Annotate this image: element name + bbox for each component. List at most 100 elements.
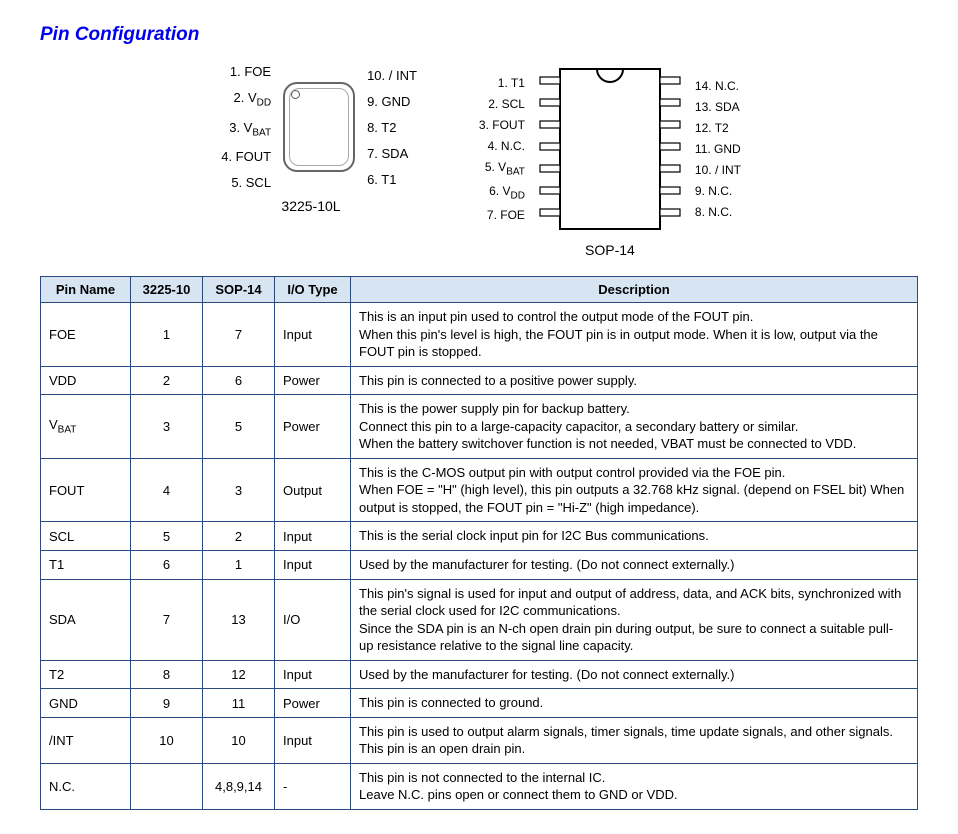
table-cell: 11 [203, 689, 275, 718]
pin-label: 1. T1 [467, 76, 525, 90]
table-cell: Input [275, 717, 351, 763]
pin-label: 6. VDD [467, 184, 525, 201]
table-cell: 4,8,9,14 [203, 763, 275, 809]
table-row: FOE17InputThis is an input pin used to c… [41, 303, 918, 367]
table-cell: N.C. [41, 763, 131, 809]
table-cell: /INT [41, 717, 131, 763]
table-header-cell: SOP-14 [203, 277, 275, 303]
table-cell: This is the serial clock input pin for I… [351, 522, 918, 551]
diagram-3225-right-pins: 10. / INT9. GND8. T27. SDA6. T1 [367, 68, 417, 187]
pin-label: 7. SDA [367, 146, 417, 161]
pin-label: 10. / INT [695, 163, 753, 177]
diagram-sop14-left-pins: 1. T1 2. SCL 3. FOUT 4. N.C. 5. VBAT 6. VDD 7.… [467, 76, 525, 223]
table-cell: 5 [131, 522, 203, 551]
table-cell: Power [275, 366, 351, 395]
table-cell: FOE [41, 303, 131, 367]
diagram-sop14-right-pins: 14. N.C. 13. SDA 12. T2 11. GND 10. / INT 9. … [695, 79, 753, 219]
table-cell: Input [275, 303, 351, 367]
table-cell: 2 [131, 366, 203, 395]
table-cell: SCL [41, 522, 131, 551]
table-cell: 7 [203, 303, 275, 367]
pin-label: 2. VDD [205, 90, 271, 109]
table-cell: Used by the manufacturer for testing. (D… [351, 551, 918, 580]
table-cell: 8 [131, 660, 203, 689]
pin-label: 4. N.C. [467, 139, 525, 153]
pin-label: 8. T2 [367, 120, 417, 135]
table-row: N.C.4,8,9,14-This pin is not connected t… [41, 763, 918, 809]
table-cell: 6 [131, 551, 203, 580]
table-cell: VDD [41, 366, 131, 395]
table-cell: 2 [203, 522, 275, 551]
pin-label: 3. FOUT [467, 118, 525, 132]
pin-label: 9. N.C. [695, 184, 753, 198]
pin-label: 10. / INT [367, 68, 417, 83]
table-cell: Power [275, 689, 351, 718]
table-cell: This pin is connected to a positive powe… [351, 366, 918, 395]
table-cell: SDA [41, 579, 131, 660]
table-cell: This pin is used to output alarm signals… [351, 717, 918, 763]
table-row: VBAT35PowerThis is the power supply pin … [41, 395, 918, 459]
table-cell: - [275, 763, 351, 809]
table-header-cell: 3225-10 [131, 277, 203, 303]
table-header-cell: Pin Name [41, 277, 131, 303]
diagram-sop14: 1. T1 2. SCL 3. FOUT 4. N.C. 5. VBAT 6. VDD 7.… [467, 64, 753, 258]
chip-sop14-icon [525, 64, 695, 234]
table-cell: Input [275, 660, 351, 689]
table-row: SCL52InputThis is the serial clock input… [41, 522, 918, 551]
table-cell: 10 [203, 717, 275, 763]
pin-label: 13. SDA [695, 100, 753, 114]
diagram-3225-left-pins: 1. FOE2. VDD3. VBAT4. FOUT5. SCL [205, 64, 271, 190]
table-header-cell: I/O Type [275, 277, 351, 303]
table-row: GND911PowerThis pin is connected to grou… [41, 689, 918, 718]
pin-label: 14. N.C. [695, 79, 753, 93]
table-cell: I/O [275, 579, 351, 660]
table-cell: 13 [203, 579, 275, 660]
pin-label: 6. T1 [367, 172, 417, 187]
table-row: SDA713I/OThis pin's signal is used for i… [41, 579, 918, 660]
table-cell: Input [275, 551, 351, 580]
table-cell: 4 [131, 458, 203, 522]
table-cell: 9 [131, 689, 203, 718]
table-cell: This is the C-MOS output pin with output… [351, 458, 918, 522]
table-cell: 1 [203, 551, 275, 580]
table-cell: 10 [131, 717, 203, 763]
table-cell: VBAT [41, 395, 131, 459]
pin-label: 8. N.C. [695, 205, 753, 219]
diagram-sop14-caption: SOP-14 [585, 242, 635, 258]
table-cell: GND [41, 689, 131, 718]
diagram-3225-caption: 3225-10L [281, 198, 340, 214]
chip-3225-icon [283, 82, 355, 172]
table-cell: This pin's signal is used for input and … [351, 579, 918, 660]
table-cell: T2 [41, 660, 131, 689]
diagram-3225: 1. FOE2. VDD3. VBAT4. FOUT5. SCL 10. / I… [205, 64, 417, 258]
pin-label: 12. T2 [695, 121, 753, 135]
table-cell: FOUT [41, 458, 131, 522]
table-row: FOUT43OutputThis is the C-MOS output pin… [41, 458, 918, 522]
table-cell: 6 [203, 366, 275, 395]
table-row: T2812InputUsed by the manufacturer for t… [41, 660, 918, 689]
pin-label: 5. VBAT [467, 160, 525, 177]
table-cell: Power [275, 395, 351, 459]
table-cell: This is the power supply pin for backup … [351, 395, 918, 459]
pin-label: 5. SCL [205, 175, 271, 190]
table-cell: 3 [131, 395, 203, 459]
table-cell [131, 763, 203, 809]
pin-label: 1. FOE [205, 64, 271, 79]
pin-label: 2. SCL [467, 97, 525, 111]
table-cell: 3 [203, 458, 275, 522]
table-cell: T1 [41, 551, 131, 580]
table-cell: 12 [203, 660, 275, 689]
table-header-cell: Description [351, 277, 918, 303]
pin-diagrams: 1. FOE2. VDD3. VBAT4. FOUT5. SCL 10. / I… [40, 64, 918, 258]
table-cell: This is an input pin used to control the… [351, 303, 918, 367]
pin-label: 3. VBAT [205, 120, 271, 139]
section-title: Pin Configuration [40, 24, 918, 46]
table-cell: 7 [131, 579, 203, 660]
pin-label: 7. FOE [467, 208, 525, 222]
pin-table-header-row: Pin Name3225-10SOP-14I/O TypeDescription [41, 277, 918, 303]
table-cell: Input [275, 522, 351, 551]
table-cell: 1 [131, 303, 203, 367]
table-cell: Used by the manufacturer for testing. (D… [351, 660, 918, 689]
table-cell: Output [275, 458, 351, 522]
pin-label: 11. GND [695, 142, 753, 156]
